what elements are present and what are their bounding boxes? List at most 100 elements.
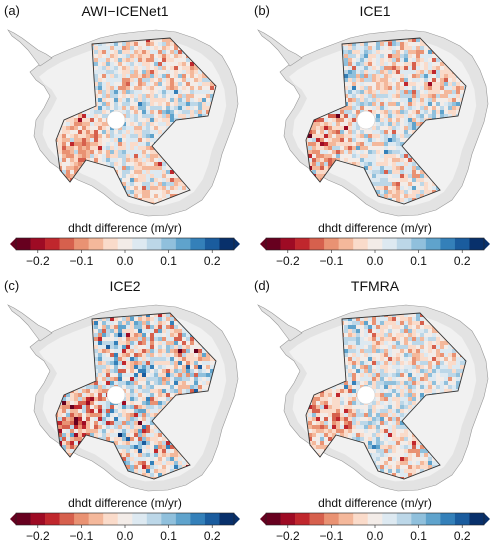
colorbar-segment <box>324 513 339 525</box>
colorbar-segment <box>88 513 104 525</box>
colorbar-segment <box>382 513 398 525</box>
colorbar-tick-label: 0.0 <box>117 254 134 268</box>
colorbar-segment <box>204 238 220 250</box>
panel-label: (a) <box>4 3 20 18</box>
colorbar-segment <box>132 513 148 525</box>
colorbar-tick-label: −0.1 <box>70 529 94 543</box>
colorbar-tick-label: −0.2 <box>26 529 50 543</box>
colorbar-segment <box>190 238 206 250</box>
colorbar-tick-label: 0.2 <box>204 529 221 543</box>
antarctic-peninsula <box>257 29 303 67</box>
colorbar-segment <box>353 513 369 525</box>
region-outline <box>305 37 467 205</box>
colorbar-tick-label: 0.1 <box>160 254 177 268</box>
colorbar-segment <box>454 513 470 525</box>
colorbar-segment <box>367 238 383 250</box>
colorbar-segment <box>425 513 441 525</box>
colorbar-arrow-high <box>234 238 240 250</box>
colorbar-arrow-high <box>484 238 490 250</box>
colorbar-segment <box>117 513 133 525</box>
colorbar-segment <box>219 513 235 525</box>
colorbar-label: dhdt difference (m/yr) <box>318 496 432 510</box>
colorbar: −0.2 −0.1 0.0 0.1 0.2 <box>10 237 240 268</box>
pole-hole <box>356 110 376 130</box>
colorbar-arrow-low <box>10 513 16 525</box>
colorbar: −0.2 −0.1 0.0 0.1 0.2 <box>260 237 490 268</box>
pole-hole <box>356 385 376 405</box>
region-outline <box>305 312 467 480</box>
colorbar-segment <box>469 513 485 525</box>
colorbar-tick-label: −0.2 <box>26 254 50 268</box>
colorbar-segment <box>175 238 191 250</box>
colorbar-tick-label: 0.2 <box>454 529 471 543</box>
colorbar-segment <box>324 238 339 250</box>
colorbar-segment <box>88 238 104 250</box>
colorbar-segment <box>219 238 235 250</box>
colorbar-segment <box>59 238 75 250</box>
colorbar-tick-label: 0.1 <box>410 529 427 543</box>
colorbar-segment <box>175 513 191 525</box>
colorbar-arrow-low <box>10 238 16 250</box>
colorbar-tick-label: −0.2 <box>276 254 300 268</box>
panel-title: ICE2 <box>109 278 141 294</box>
colorbar: −0.2 −0.1 0.0 0.1 0.2 <box>260 512 490 543</box>
colorbar-segment <box>367 513 383 525</box>
colorbar-arrow-low <box>260 238 266 250</box>
panel-label: (d) <box>254 278 270 293</box>
colorbar-segment <box>396 238 412 250</box>
panel-c: (c) ICE2 dhdt difference (m/yr) −0.2 −0.1… <box>0 275 250 550</box>
colorbar-segment <box>411 238 427 250</box>
colorbar: −0.2 −0.1 0.0 0.1 0.2 <box>10 512 240 543</box>
colorbar-segment <box>204 513 220 525</box>
colorbar-segment <box>103 238 119 250</box>
colorbar-segment <box>440 238 456 250</box>
colorbar-segment <box>295 238 310 250</box>
region-outline <box>55 37 217 205</box>
colorbar-tick-label: 0.1 <box>160 529 177 543</box>
colorbar-arrow-high <box>234 513 240 525</box>
colorbar-tick-label: 0.0 <box>117 529 134 543</box>
colorbar-segment <box>280 513 296 525</box>
colorbar-segment <box>266 238 281 250</box>
antarctic-peninsula <box>7 304 53 342</box>
colorbar-label: dhdt difference (m/yr) <box>68 221 182 235</box>
panel-label: (c) <box>4 278 20 293</box>
panel-a: (a) AWI−ICENet1 dhdt difference (m/yr) −… <box>0 0 250 275</box>
colorbar-label: dhdt difference (m/yr) <box>68 496 182 510</box>
colorbar-tick-label: −0.2 <box>276 529 300 543</box>
colorbar-segment <box>45 513 60 525</box>
colorbar-segment <box>161 513 177 525</box>
colorbar-segment <box>396 513 412 525</box>
panel-title: ICE1 <box>359 3 391 19</box>
colorbar-segment <box>117 238 133 250</box>
colorbar-segment <box>382 238 398 250</box>
colorbar-arrow-high <box>484 513 490 525</box>
colorbar-segment <box>280 238 296 250</box>
colorbar-segment <box>74 238 89 250</box>
colorbar-tick-label: 0.0 <box>367 529 384 543</box>
colorbar-segment <box>74 513 89 525</box>
colorbar-tick-label: −0.1 <box>320 254 344 268</box>
panel-b: (b) ICE1 dhdt difference (m/yr) −0.2 −0.1… <box>250 0 500 275</box>
region-outline <box>55 312 217 480</box>
colorbar-segment <box>440 513 456 525</box>
colorbar-tick-label: −0.1 <box>320 529 344 543</box>
antarctica-map <box>7 304 239 492</box>
colorbar-segment <box>45 238 60 250</box>
antarctic-peninsula <box>7 29 53 67</box>
colorbar-tick-label: 0.1 <box>410 254 427 268</box>
antarctic-peninsula <box>257 304 303 342</box>
colorbar-segment <box>309 238 325 250</box>
colorbar-segment <box>338 238 354 250</box>
colorbar-segment <box>16 513 31 525</box>
antarctica-map <box>257 304 489 492</box>
colorbar-segment <box>190 513 206 525</box>
colorbar-label: dhdt difference (m/yr) <box>318 221 432 235</box>
panel-label: (b) <box>254 3 270 18</box>
colorbar-segment <box>353 238 369 250</box>
colorbar-segment <box>411 513 427 525</box>
colorbar-segment <box>146 513 162 525</box>
panel-d: (d) TFMRA dhdt difference (m/yr) −0.2 −0.… <box>250 275 500 550</box>
colorbar-segment <box>30 513 46 525</box>
pole-hole <box>106 110 126 130</box>
